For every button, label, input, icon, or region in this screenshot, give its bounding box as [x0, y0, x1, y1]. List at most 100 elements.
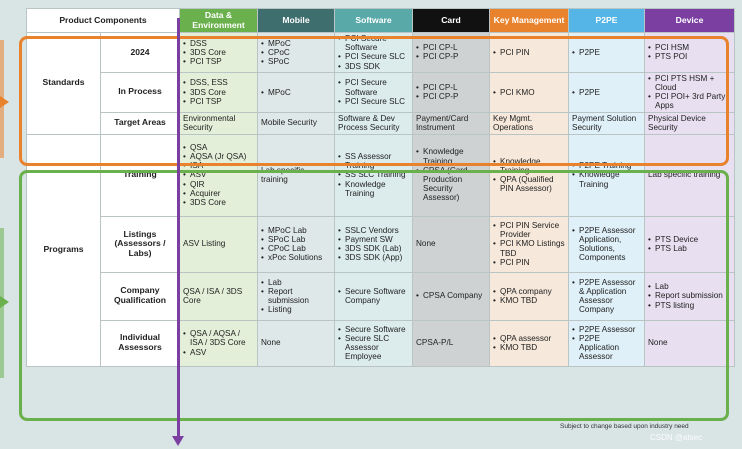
cell-list: P2PE: [572, 48, 641, 57]
list-item: P2PE Training: [572, 161, 641, 170]
row-label: Listings (Assessors / Labs): [100, 215, 180, 273]
list-item: MPoC: [261, 88, 331, 97]
cell: PCI PTS HSM + CloudPCI POI+ 3rd Party Ap…: [644, 71, 735, 113]
list-item: PCI HSM: [648, 43, 731, 52]
list-item: Knowledge Training: [572, 170, 641, 188]
table-row: ProgramsTrainingQSAAQSA (Jr QSA)ISAASVQI…: [26, 133, 735, 367]
cell: Secure Software Company: [334, 271, 413, 321]
watermark: CSDN @atsec: [650, 433, 703, 442]
cell-text: Physical Device Security: [648, 113, 706, 132]
cell-list: Secure Software Company: [338, 287, 409, 305]
header-product-components: Product Components: [26, 8, 180, 33]
list-item: Secure Software Company: [338, 287, 409, 305]
cell-list: CPSA Company: [416, 291, 486, 300]
list-item: PCI CP-L: [416, 43, 486, 52]
footnote: Subject to change based upon industry ne…: [560, 423, 689, 430]
cell: CPSA-P/L: [412, 319, 490, 367]
list-item: P2PE Assessor & Application Assessor Com…: [572, 278, 641, 315]
list-item: 3DS Core: [183, 198, 254, 207]
list-item: SSLC Vendors: [338, 226, 409, 235]
cell-list: PTS DevicePTS Lab: [648, 235, 731, 254]
list-item: PCI KMO: [493, 88, 565, 97]
header-key-management: Key Management: [489, 8, 569, 33]
cell: PCI CP-LPCI CP-P: [412, 32, 490, 73]
cell: QSA / ISA / 3DS Core: [179, 271, 258, 321]
cell: PCI KMO: [489, 71, 569, 113]
cell-list: DSS, ESS3DS CorePCI TSP: [183, 78, 254, 106]
list-item: SPoC: [261, 57, 331, 66]
list-item: MPoC: [261, 39, 331, 48]
cell-list: QPA companyKMO TBD: [493, 287, 565, 306]
cell: DSS, ESS3DS CorePCI TSP: [179, 71, 258, 113]
list-item: QIR: [183, 180, 254, 189]
product-components-table: Product Components Data & Environment Mob…: [26, 8, 735, 367]
list-item: PCI PIN: [493, 48, 565, 57]
table-row: Target Areas Environmental Security Mobile…: [27, 111, 735, 135]
cell-text: Key Mgmt. Operations: [493, 113, 534, 132]
row-label: Individual Assessors: [100, 319, 180, 367]
list-item: PCI KMO Listings TBD: [493, 239, 565, 257]
cell-list: P2PE TrainingKnowledge Training: [572, 161, 641, 189]
cell-list: MPoCCPoCSPoC: [261, 39, 331, 67]
table-row: Standards2024DSS3DS CorePCI TSPMPoCCPoCS…: [26, 32, 735, 135]
list-item: PCI PIN Service Provider: [493, 221, 565, 239]
cell: Key Mgmt. Operations: [489, 111, 569, 135]
list-item: QPA (Qualified PIN Assessor): [493, 175, 565, 193]
cell: None: [257, 319, 335, 367]
cell-list: PCI PIN: [493, 48, 565, 57]
header-device: Device: [644, 8, 735, 33]
cell: ASV Listing: [179, 215, 258, 273]
group-label-programs: Programs: [26, 133, 101, 367]
list-item: PTS Device: [648, 235, 731, 244]
cell-list: QSAAQSA (Jr QSA)ISAASVQIRAcquirer3DS Cor…: [183, 143, 254, 208]
list-item: PCI TSP: [183, 97, 254, 106]
list-item: DSS, ESS: [183, 78, 254, 87]
cell: DSS3DS CorePCI TSP: [179, 32, 258, 73]
header-p2pe: P2PE: [568, 8, 645, 33]
cell-text: None: [261, 338, 281, 348]
cell-list: P2PE Assessor & Application Assessor Com…: [572, 278, 641, 315]
header-mobile: Mobile: [257, 8, 335, 33]
cell: Mobile Security: [257, 111, 335, 135]
cell: PCI Secure SoftwarePCI Secure SLC3DS SDK: [334, 32, 413, 73]
cell-list: DSS3DS CorePCI TSP: [183, 39, 254, 67]
cell-text: QSA / ISA / 3DS Core: [183, 286, 243, 305]
list-item: AQSA (Jr QSA): [183, 152, 254, 161]
row-label: Target Areas: [100, 111, 180, 135]
cell-text: Lab specific training: [261, 165, 305, 184]
cell-list: Secure SoftwareSecure SLC Assessor Emplo…: [338, 325, 409, 362]
cell-text: Environmental Security: [183, 113, 236, 132]
cell-list: PCI PIN Service ProviderPCI KMO Listings…: [493, 221, 565, 267]
cell-text: Payment Solution Security: [572, 113, 637, 132]
list-item: 3DS Core: [183, 88, 254, 97]
header-card: Card: [412, 8, 490, 33]
row-label: 2024: [100, 32, 180, 73]
list-item: P2PE: [572, 48, 641, 57]
list-item: Knowledge Training: [338, 180, 409, 198]
cell-list: QSA / AQSA / ISA / 3DS CoreASV: [183, 329, 254, 357]
cell: P2PE: [568, 71, 645, 113]
header-data-environment: Data & Environment: [179, 8, 258, 33]
list-item: Lab: [261, 278, 331, 287]
list-item: PTS listing: [648, 301, 731, 310]
list-item: QSA / AQSA / ISA / 3DS Core: [183, 329, 254, 347]
cell-list: SS Assessor TrainingSS SLC TrainingKnowl…: [338, 152, 409, 198]
cell: QPA companyKMO TBD: [489, 271, 569, 321]
list-item: CPSA (Card Production Security Assessor): [416, 166, 486, 203]
cell: MPoC LabSPoC LabCPoC LabxPoc Solutions: [257, 215, 335, 273]
list-item: Payment SW: [338, 235, 409, 244]
cell: Software & Dev Process Security: [334, 111, 413, 135]
header-row: Product Components Data & Environment Mob…: [26, 8, 735, 33]
cell: Physical Device Security: [644, 111, 735, 135]
list-item: KMO TBD: [493, 296, 565, 305]
cell: Payment/Card Instrument: [412, 111, 490, 135]
cell-text: Software & Dev Process Security: [338, 113, 400, 132]
cell: P2PE Assessor Application, Solutions, Co…: [568, 215, 645, 273]
cell: P2PE Assessor & Application Assessor Com…: [568, 271, 645, 321]
list-item: MPoC Lab: [261, 226, 331, 235]
cell-list: PCI PTS HSM + CloudPCI POI+ 3rd Party Ap…: [648, 74, 731, 111]
list-item: PTS Lab: [648, 244, 731, 253]
cell-text: ASV Listing: [183, 239, 226, 249]
table-row: Company Qualification QSA / ISA / 3DS Cor…: [27, 271, 735, 321]
cell-list: PCI Secure SoftwarePCI Secure SLC3DS SDK: [338, 34, 409, 71]
